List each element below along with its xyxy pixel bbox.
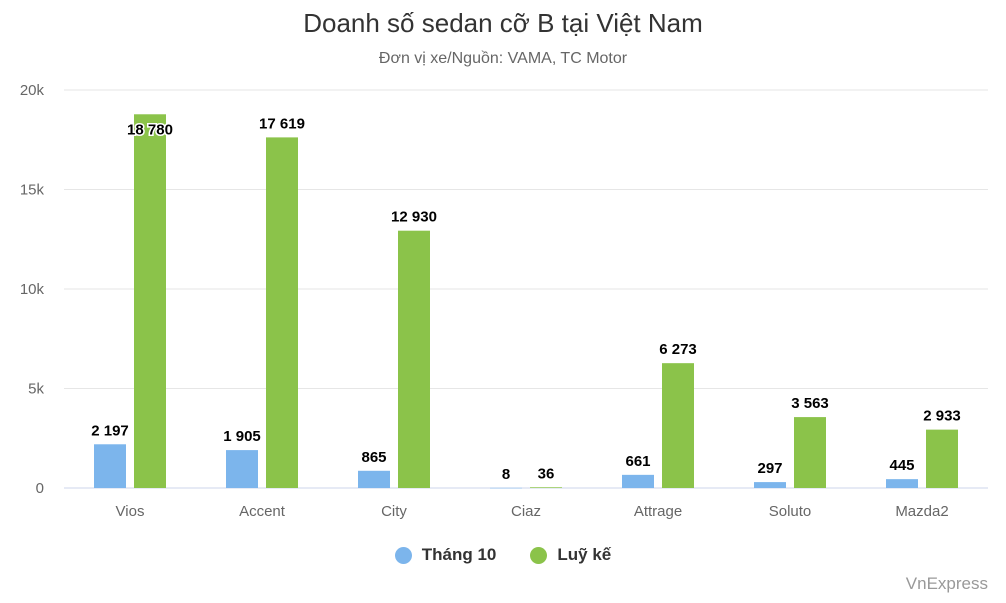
bar [94, 444, 126, 488]
x-tick-label: Soluto [769, 503, 812, 520]
legend-item-luy-ke[interactable]: Luỹ kế [530, 545, 611, 565]
x-tick-label: Attrage [634, 503, 682, 520]
data-label: 661 [625, 453, 650, 470]
bar [266, 137, 298, 488]
y-tick-label: 5k [28, 381, 44, 398]
y-tick-label: 20k [20, 82, 45, 99]
bar [794, 417, 826, 488]
data-label: 2 933 [923, 408, 961, 425]
data-label: 12 930 [391, 209, 437, 226]
y-tick-label: 0 [36, 480, 44, 497]
bar [530, 487, 562, 488]
bar [622, 474, 654, 488]
data-label: 18 780 [127, 121, 173, 138]
y-tick-label: 15k [20, 182, 45, 199]
bar [926, 429, 958, 488]
data-label: 3 563 [791, 395, 829, 412]
bar [886, 479, 918, 488]
source-credit: VnExpress [905, 574, 988, 593]
y-tick-label: 10k [20, 281, 45, 298]
legend-label-thang-10: Tháng 10 [421, 545, 497, 564]
bar [358, 470, 390, 488]
chart-title: Doanh số sedan cỡ B tại Việt Nam [303, 8, 703, 38]
chart-legend: Tháng 10 Luỹ kế [0, 545, 1006, 565]
legend-label-luy-ke: Luỹ kế [557, 545, 612, 564]
data-label: 6 273 [659, 341, 697, 358]
bar [398, 230, 430, 488]
bar [490, 487, 522, 489]
x-tick-label: City [381, 503, 407, 520]
legend-swatch-luy-ke [530, 546, 548, 564]
data-label: 865 [361, 449, 386, 466]
bar-chart: 0 5k 10k 15k 20k Vios 2 197 18 780 Accent 1 905 17… [20, 82, 988, 520]
data-label: 445 [889, 457, 914, 474]
data-label: 17 619 [259, 115, 305, 132]
legend-swatch-thang-10 [394, 546, 412, 564]
bar [754, 482, 786, 488]
data-label: 8 [502, 466, 510, 483]
x-tick-label: Vios [116, 503, 145, 520]
data-label: 36 [538, 465, 555, 482]
bar [662, 363, 694, 488]
x-tick-label: Mazda2 [895, 503, 948, 520]
bar [226, 450, 258, 488]
data-label: 297 [757, 460, 782, 477]
bar [134, 114, 166, 488]
data-label: 1 905 [223, 428, 261, 445]
x-tick-label: Accent [239, 503, 286, 520]
data-label: 2 197 [91, 422, 129, 439]
chart-subtitle: Đơn vị xe/Nguồn: VAMA, TC Motor [378, 50, 628, 67]
x-tick-label: Ciaz [511, 503, 541, 520]
legend-item-thang-10[interactable]: Tháng 10 [394, 545, 497, 565]
